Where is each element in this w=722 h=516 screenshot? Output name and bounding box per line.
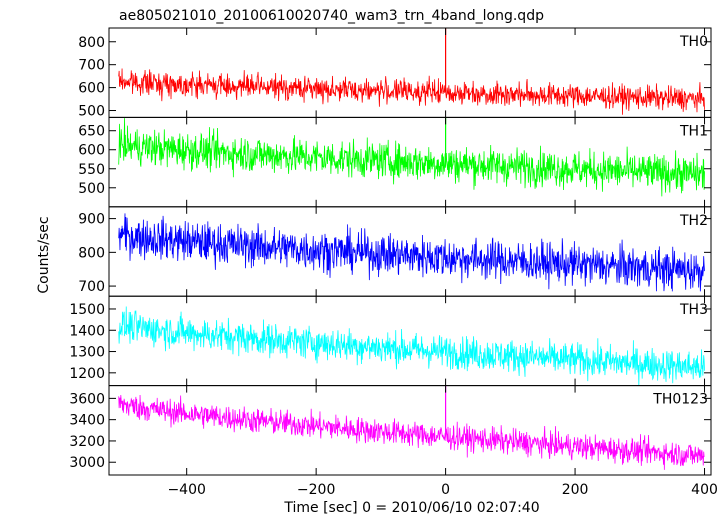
y-tick-label: 500	[78, 104, 105, 120]
y-tick-label: 1500	[69, 302, 105, 318]
panel-label-th3: TH3	[679, 302, 708, 318]
panel-th0: 500 600 700 800 TH0	[78, 27, 712, 120]
panel-label-th2: TH2	[679, 213, 708, 229]
series-line-th1	[118, 118, 705, 197]
panel-frame	[108, 295, 712, 387]
panel-label-th0: TH0	[679, 34, 708, 50]
y-axis-title: Counts/sec	[36, 216, 52, 293]
x-tick-label: 200	[562, 482, 589, 498]
panel-th2: 700 800 900 TH2	[78, 206, 712, 297]
panel-th1: 500 550 600 650 TH1	[78, 116, 712, 208]
y-tick-label: 600	[78, 81, 105, 97]
x-tick-label: −400	[167, 482, 205, 498]
y-tick-label: 650	[78, 124, 105, 140]
panels-group: 500 600 700 800 TH0 500 550 600 650 TH1 700 800 900 T…	[69, 27, 712, 476]
panel-th3: 1200 1300 1400 1500 TH3	[69, 295, 712, 387]
x-axis-title: Time [sec] 0 = 2010/06/10 02:07:40	[283, 500, 539, 516]
series-line-th3	[118, 306, 705, 386]
chart-title: ae805021010_20100610020740_wam3_trn_4ban…	[119, 8, 544, 24]
y-tick-label: 3600	[69, 391, 105, 407]
y-tick-label: 550	[78, 162, 105, 178]
y-tick-label: 800	[78, 35, 105, 51]
y-tick-label: 3200	[69, 434, 105, 450]
y-tick-label: 3400	[69, 413, 105, 429]
y-tick-label: 800	[78, 245, 105, 261]
panel-frame	[108, 385, 712, 476]
y-tick-label: 1400	[69, 323, 105, 339]
y-tick-label: 700	[78, 279, 105, 295]
y-tick-label: 600	[78, 143, 105, 159]
panel-label-th0123: TH0123	[652, 392, 708, 408]
series-line-th2	[118, 213, 705, 292]
x-tick-label: 400	[691, 482, 718, 498]
series-line-th0123	[118, 394, 705, 470]
y-tick-label: 700	[78, 58, 105, 74]
panel-th0123: 3000 3200 3400 3600 TH0123	[69, 385, 712, 476]
series-line-th0	[118, 68, 705, 115]
x-axis: −400 −200 0 200 400	[167, 482, 717, 498]
y-tick-label: 3000	[69, 455, 105, 471]
x-tick-label: −200	[297, 482, 335, 498]
x-tick-label: 0	[441, 482, 450, 498]
y-tick-label: 1200	[69, 366, 105, 382]
panel-label-th1: TH1	[679, 123, 708, 139]
y-tick-label: 900	[78, 212, 105, 228]
y-tick-label: 1300	[69, 345, 105, 361]
y-tick-label: 500	[78, 181, 105, 197]
